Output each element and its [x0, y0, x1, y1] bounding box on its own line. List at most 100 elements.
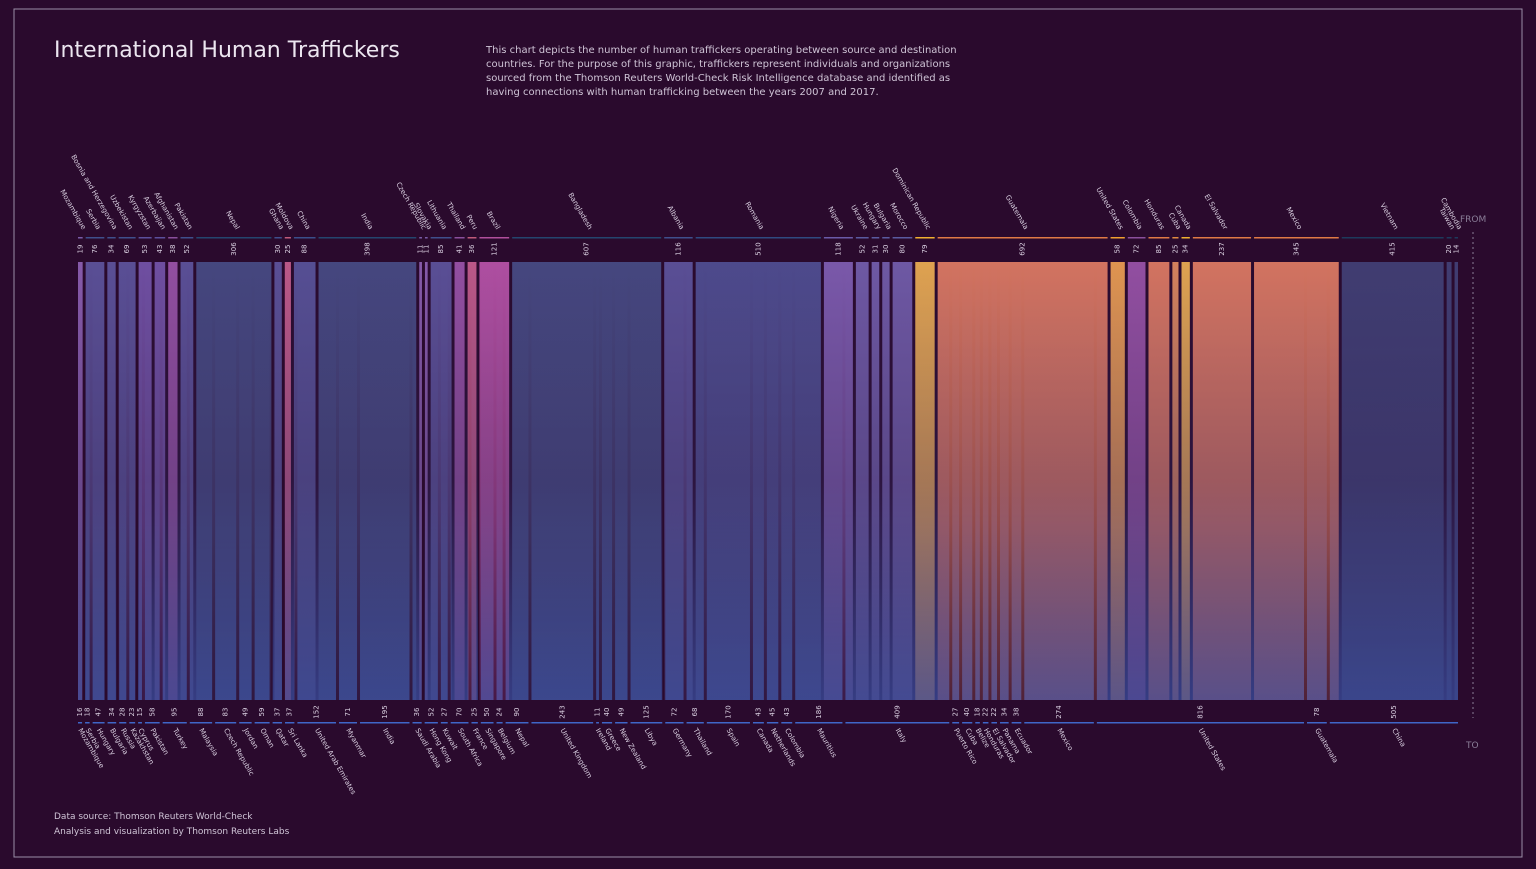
destination-bar: [285, 722, 295, 724]
source-flow: [915, 262, 935, 700]
source-bar: [138, 237, 152, 239]
destination-value: 43: [754, 708, 762, 717]
source-flow: [664, 262, 693, 700]
destination-value: 152: [313, 705, 321, 718]
source-bar: [855, 237, 869, 239]
destination-bar: [138, 722, 142, 724]
flows: [78, 262, 1458, 700]
destination-bar: [254, 722, 270, 724]
source-value: 80: [898, 245, 906, 254]
source-name: Albania: [666, 204, 686, 231]
destination-bar: [107, 722, 117, 724]
destination-value: 59: [258, 708, 266, 717]
source-value: 79: [921, 245, 929, 254]
destination-value: 37: [286, 708, 294, 717]
destination-name: Nepal: [513, 727, 530, 749]
destination-bar: [450, 722, 469, 724]
source-name: El Salvador: [1203, 193, 1230, 231]
source-value: 34: [108, 244, 116, 253]
chart-title: International Human Traffickers: [54, 38, 400, 63]
destination-name: Myanmar: [344, 727, 367, 760]
destination-value: 23: [128, 708, 136, 717]
source-bar: [467, 237, 477, 239]
destination-bar: [781, 722, 793, 724]
destination-value: 125: [642, 705, 650, 718]
source-value: 30: [274, 245, 282, 254]
destination-value: 34: [108, 707, 116, 716]
destination-bar: [615, 722, 628, 724]
source-name: Vietnam: [1378, 202, 1400, 231]
destination-value: 22: [982, 708, 990, 717]
destination-bar: [1306, 722, 1327, 724]
destination-bar: [982, 722, 989, 724]
destination-bar: [601, 722, 613, 724]
destination-bar: [424, 722, 438, 724]
source-bar: [293, 237, 316, 239]
source-bar: [937, 237, 1108, 239]
source-bar: [154, 237, 166, 239]
source-flow: [85, 262, 105, 700]
destination-bar: [85, 722, 90, 724]
destination-value: 28: [119, 708, 127, 717]
destination-bar: [630, 722, 663, 724]
destination-bar: [991, 722, 998, 724]
destination-bar: [189, 722, 213, 724]
source-bar: [274, 237, 282, 239]
source-value: 52: [183, 245, 191, 254]
source-bar: [78, 237, 83, 239]
source-value: 116: [674, 242, 682, 256]
source-flow: [1192, 262, 1252, 700]
source-bar: [823, 237, 853, 239]
destination-value: 49: [241, 708, 249, 717]
destination-bar: [360, 722, 410, 724]
source-bar: [871, 237, 880, 239]
source-name: China: [295, 210, 312, 231]
source-bar: [1454, 237, 1458, 239]
source-value: 25: [1171, 245, 1179, 254]
source-value: 237: [1218, 242, 1226, 255]
destination-name: Italy: [894, 727, 909, 744]
destination-name: Guatemala: [1313, 727, 1339, 764]
source-flow: [180, 262, 194, 700]
destination-value: 24: [496, 707, 504, 716]
destination-bar: [239, 722, 252, 724]
source-flow: [274, 262, 282, 700]
source-value: 34: [1182, 244, 1190, 253]
source-value: 19: [76, 245, 84, 254]
destination-value: 15: [136, 708, 144, 717]
source-value: 20: [1445, 245, 1453, 254]
source-flow: [196, 262, 272, 700]
source-value: 398: [363, 242, 371, 255]
source-bar: [284, 237, 291, 239]
destination-bar: [215, 722, 237, 724]
source-name: United States: [1094, 186, 1125, 231]
source-bar: [180, 237, 194, 239]
source-value: 118: [834, 242, 842, 255]
source-value: 510: [754, 242, 762, 255]
source-flow: [154, 262, 166, 700]
destination-value: 816: [1196, 705, 1204, 719]
destination-value: 40: [963, 708, 971, 717]
source-value: 31: [871, 245, 879, 254]
destination-bar: [471, 722, 478, 724]
destination-value: 83: [222, 708, 230, 717]
destination-value: 243: [558, 705, 566, 718]
description: This chart depicts the number of human t…: [485, 45, 957, 56]
destination-value: 274: [1055, 705, 1063, 719]
source-flow: [937, 262, 1108, 700]
source-value: 11: [422, 245, 430, 254]
source-bar: [512, 237, 662, 239]
source-flow: [892, 262, 913, 700]
description: countries. For the purpose of this graph…: [486, 59, 950, 70]
source-name: Mozambique: [58, 188, 87, 231]
destination-bar: [119, 722, 127, 724]
destination-value: 27: [440, 708, 448, 717]
source-flow: [1446, 262, 1452, 700]
destination-bar: [297, 722, 336, 724]
destination-name: Malaysia: [197, 727, 219, 757]
source-bar: [1148, 237, 1170, 239]
source-bar: [892, 237, 913, 239]
destination-bar: [412, 722, 422, 724]
destination-bar: [531, 722, 594, 724]
destination-value: 18: [83, 708, 91, 717]
